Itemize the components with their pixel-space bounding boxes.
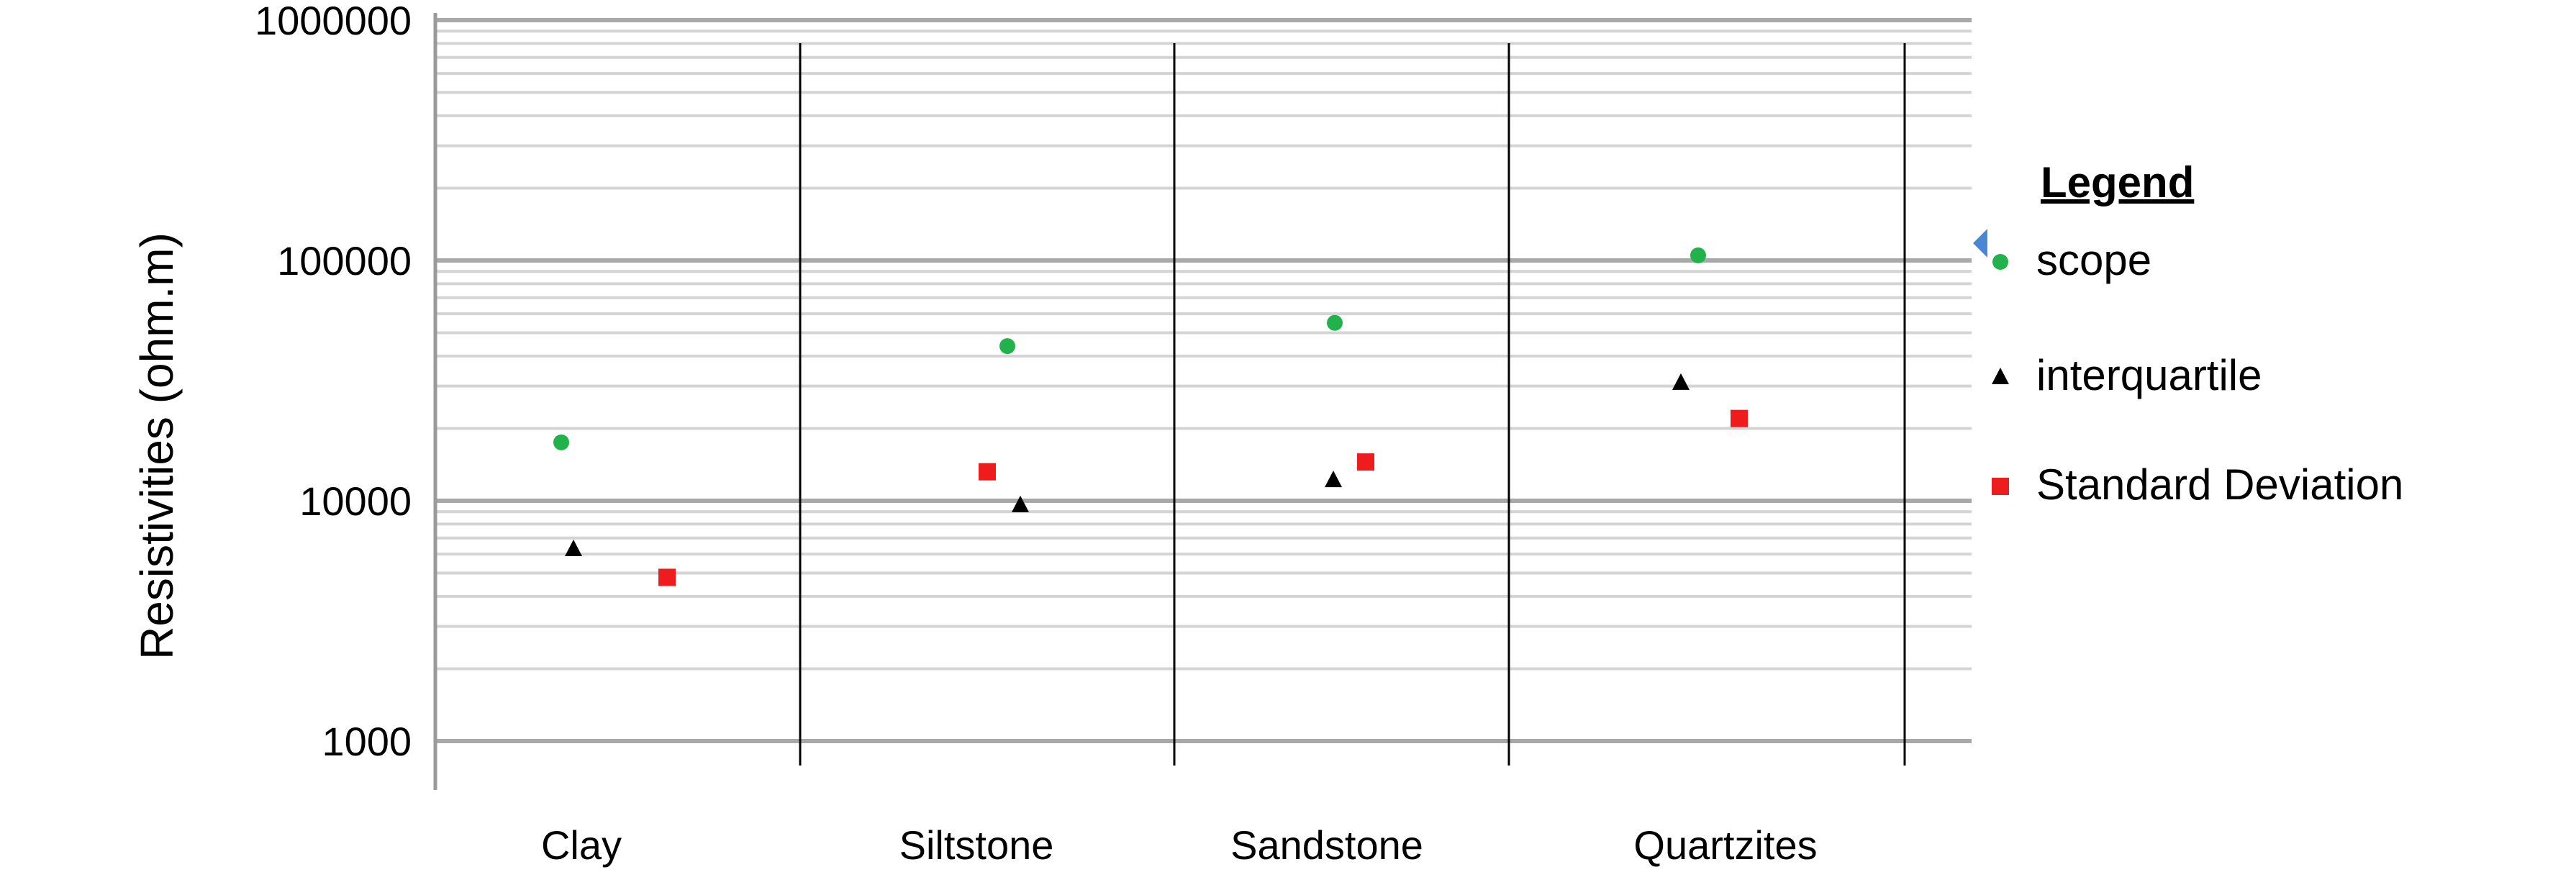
gridlines	[435, 18, 1972, 743]
scope-point	[999, 338, 1015, 355]
legend-label-interquartile: interquartile	[2036, 351, 2262, 399]
y-tick-label: 1000000	[255, 0, 412, 43]
legend-title: Legend	[2041, 158, 2194, 206]
legend-marker-scope	[1992, 254, 2008, 270]
category-separators	[799, 43, 1906, 766]
legend-label-standard-deviation: Standard Deviation	[2036, 460, 2403, 509]
data-points	[553, 247, 1748, 586]
interquartile-point	[1012, 495, 1029, 512]
legend-marker-standard-deviation	[1992, 478, 2009, 495]
category-label: Sandstone	[1230, 822, 1423, 868]
standard-deviation-point	[1357, 453, 1374, 471]
interquartile-point	[1325, 471, 1342, 488]
y-tick-label: 1000	[322, 719, 412, 764]
scope-point	[553, 434, 569, 450]
collapse-arrow-icon[interactable]	[1973, 229, 1987, 258]
category-label: Siltstone	[899, 822, 1054, 868]
standard-deviation-point	[1731, 409, 1748, 427]
category-label: Clay	[541, 822, 622, 868]
scope-point	[1327, 314, 1343, 331]
standard-deviation-point	[979, 463, 996, 481]
legend-label-scope: scope	[2036, 236, 2151, 284]
interquartile-point	[565, 540, 582, 557]
interquartile-point	[1672, 373, 1690, 390]
y-tick-labels: 1000 10000 100000 1000000	[255, 0, 412, 764]
category-labels: Clay Siltstone Sandstone Quartzites	[541, 822, 1818, 868]
standard-deviation-point	[658, 568, 676, 586]
legend: Legend scope interquartile Standard Deviat…	[1992, 158, 2403, 509]
scope-point	[1690, 247, 1706, 263]
legend-marker-interquartile	[1992, 368, 2009, 384]
y-axis-label: Resistivities (ohm.m)	[131, 232, 183, 660]
y-tick-label: 100000	[277, 238, 412, 283]
y-tick-label: 10000	[299, 478, 412, 524]
category-label: Quartzites	[1633, 822, 1817, 868]
